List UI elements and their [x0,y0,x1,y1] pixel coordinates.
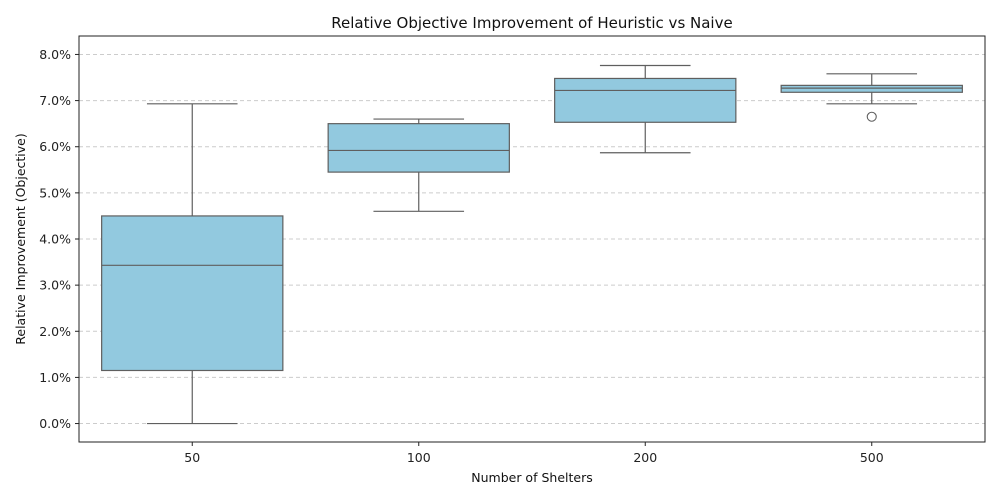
y-tick-label: 4.0% [39,232,71,247]
iqr-box [327,123,510,173]
x-axis-ticks: 50 100 200 500 [184,442,884,465]
iqr-box [101,215,284,372]
y-tick-label: 7.0% [39,93,71,108]
y-tick-label: 0.0% [39,416,71,431]
x-tick-label: 50 [184,450,200,465]
x-axis-title: Number of Shelters [471,470,592,485]
box-100 [327,118,510,212]
y-tick-label: 2.0% [39,324,71,339]
box-500 [780,73,963,122]
boxes [101,64,963,425]
chart-title: Relative Objective Improvement of Heuris… [331,14,732,32]
box-200 [554,64,737,154]
iqr-box [780,84,963,93]
y-tick-label: 5.0% [39,185,71,200]
outlier-point [866,111,877,122]
y-tick-label: 8.0% [39,47,71,62]
y-tick-label: 3.0% [39,278,71,293]
x-tick-label: 100 [407,450,431,465]
x-tick-label: 200 [633,450,657,465]
y-tick-label: 1.0% [39,370,71,385]
y-axis-ticks: 0.0% 1.0% 2.0% 3.0% 4.0% 5.0% 6.0% 7.0% 8.0% [39,47,79,431]
y-tick-label: 6.0% [39,139,71,154]
x-tick-label: 500 [860,450,884,465]
box-50 [101,103,284,425]
y-axis-title: Relative Improvement (Objective) [13,133,28,344]
iqr-box [554,77,737,123]
